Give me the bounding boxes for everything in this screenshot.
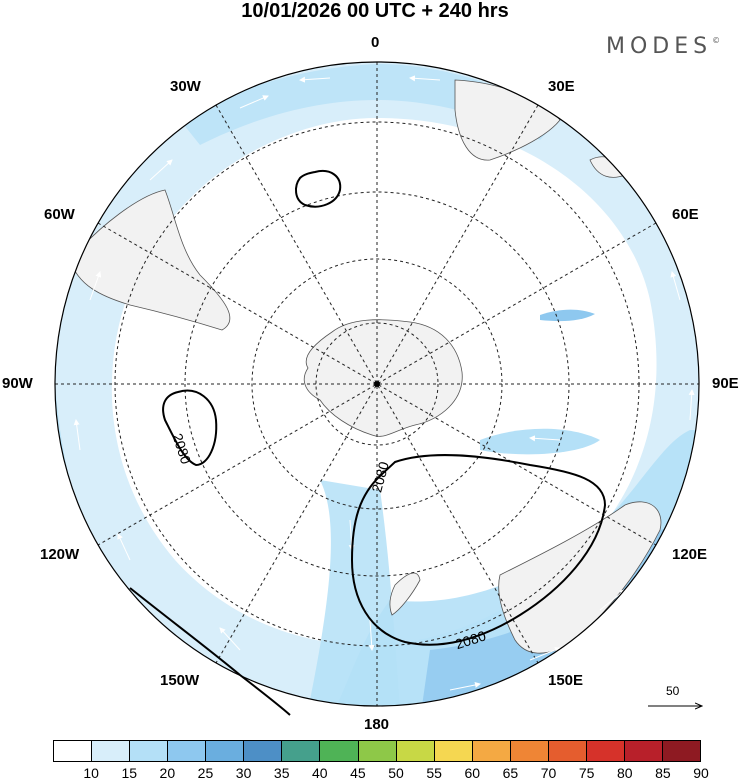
map-title: 10/01/2026 00 UTC + 240 hrs — [241, 0, 509, 22]
contour-label-south: 2080 — [368, 460, 392, 494]
modes-logo: MODES© — [606, 34, 720, 59]
lon-label-60e: 60E — [672, 206, 699, 223]
colorbar-cell — [168, 741, 207, 761]
wind-arrow — [670, 271, 681, 301]
colorbar — [53, 740, 701, 762]
wind-arrow — [73, 419, 81, 451]
colorbar-tick-label: 85 — [655, 765, 671, 781]
polar-map: 2080 2080 2080 — [54, 61, 700, 716]
colorbar-tick-label: 40 — [312, 765, 328, 781]
contour-closed-north — [295, 170, 342, 208]
colorbar-tick-label: 30 — [235, 765, 252, 781]
wind-arrow — [449, 682, 481, 691]
height-contours — [129, 170, 607, 716]
colorbar-cell — [624, 741, 663, 761]
globe-outline — [54, 61, 700, 707]
brand-name: MODES — [606, 34, 713, 59]
meridian-30e-150w — [215, 104, 539, 664]
lon-label-150w: 150W — [160, 672, 200, 689]
colorbar-cell — [472, 741, 511, 761]
colorbar-tick-label: 65 — [502, 765, 519, 781]
land-masses — [69, 79, 662, 654]
south-pole-marker — [374, 381, 380, 387]
colorbar-cell — [130, 741, 169, 761]
colorbar-cell — [358, 741, 397, 761]
wind-arrow — [529, 435, 561, 442]
wind-patch-east — [480, 428, 600, 455]
contour-closed-west — [162, 389, 218, 467]
colorbar-tick-label: 10 — [83, 765, 99, 781]
colorbar-cell — [510, 741, 549, 761]
colorbar-cell — [54, 741, 93, 761]
antarctica — [303, 319, 463, 437]
wind-arrow — [409, 75, 441, 82]
lon-label-90e: 90E — [712, 375, 739, 392]
lon-label-0: 0 — [371, 34, 380, 51]
south-america — [69, 189, 231, 331]
colorbar-tick-label: 45 — [350, 765, 366, 781]
wind-arrow — [89, 271, 102, 301]
wind-arrow — [368, 619, 375, 651]
wind-patch-small — [540, 309, 595, 322]
lon-label-30e: 30E — [548, 78, 575, 95]
colorbar-cell — [586, 741, 625, 761]
colorbar-tick-label: 55 — [426, 765, 442, 781]
colorbar-cell — [206, 741, 245, 761]
colorbar-cell — [663, 741, 701, 761]
lon-label-90w: 90W — [2, 375, 33, 392]
wind-arrow — [599, 589, 626, 611]
wind-arrow — [149, 159, 173, 181]
meridian-30w-150e — [215, 104, 539, 664]
lon-label-180: 180 — [364, 716, 390, 733]
wind-arrow — [219, 627, 241, 651]
lon-label-60w: 60W — [44, 206, 75, 223]
colorbar-tick-label: 70 — [540, 765, 557, 781]
contour-southwest — [129, 587, 291, 716]
colorbar-tick-label: 15 — [121, 765, 138, 781]
colorbar-cell — [396, 741, 435, 761]
meridian-60w-120e — [97, 222, 657, 546]
colorbar-cell — [282, 741, 321, 761]
colorbar-tick-label: 75 — [578, 765, 595, 781]
wind-arrow — [299, 76, 331, 83]
colorbar-cell — [434, 741, 473, 761]
graticule — [55, 62, 699, 706]
latitude-circle-3 — [184, 191, 570, 577]
colorbar-cell — [548, 741, 587, 761]
wind-arrow — [688, 389, 695, 421]
lon-label-30w: 30W — [170, 78, 201, 95]
colorbar-tick-label: 90 — [693, 765, 709, 781]
meridian-60e-120w — [97, 222, 657, 546]
lon-label-120e: 120E — [672, 546, 708, 563]
lon-label-120w: 120W — [40, 546, 80, 563]
reference-vector-label: 50 — [666, 684, 680, 698]
colorbar-cell — [92, 741, 131, 761]
colorbar-tick-label: 60 — [464, 765, 481, 781]
wind-arrow — [117, 533, 131, 561]
colorbar-labels: 10 15 20 25 30 35 40 45 50 55 60 65 70 75 80 85 90 — [53, 765, 708, 783]
colorbar-cell — [244, 741, 283, 761]
brand-copyright-mark: © — [712, 36, 721, 45]
colorbar-tick-label: 80 — [616, 765, 633, 781]
colorbar-cell — [320, 741, 359, 761]
latitude-circle-1 — [315, 322, 439, 446]
lon-label-150e: 150E — [548, 672, 584, 689]
colorbar-tick-label: 25 — [197, 765, 214, 781]
colorbar-tick-label: 35 — [273, 765, 290, 781]
colorbar-tick-label: 20 — [159, 765, 176, 781]
colorbar-tick-label: 50 — [388, 765, 404, 781]
wind-arrow — [239, 95, 269, 109]
australia — [498, 501, 662, 654]
reference-vector — [648, 686, 706, 716]
wind-arrow — [529, 647, 561, 661]
contour-southeast — [350, 453, 607, 646]
